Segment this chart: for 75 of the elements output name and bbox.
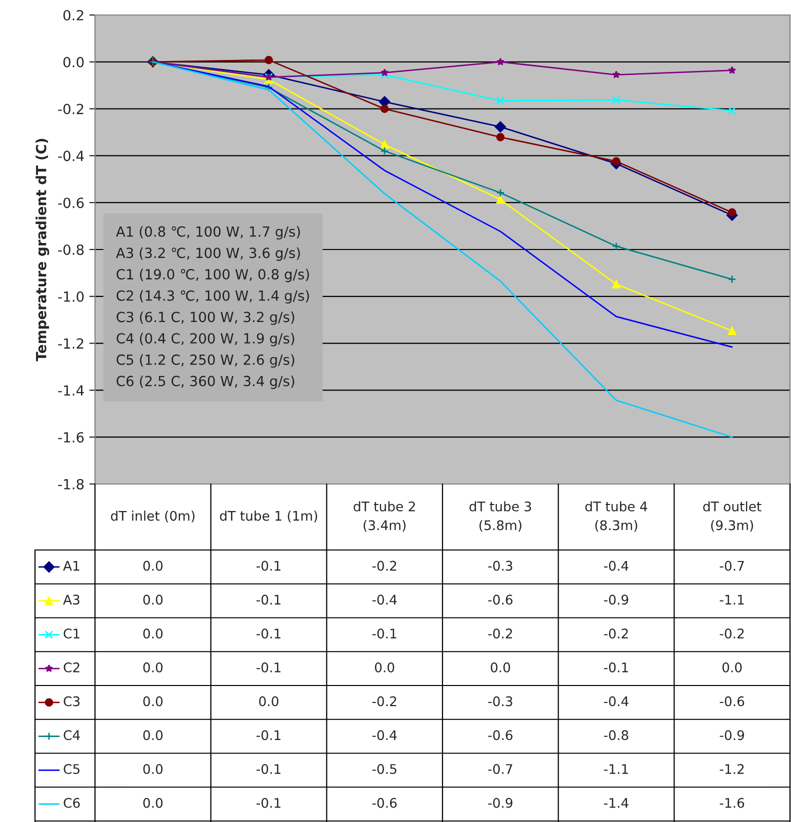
y-tick-label: -1.0: [58, 291, 84, 302]
y-tick-label: -1.6: [58, 432, 84, 443]
y-tick-label: -1.4: [58, 385, 84, 396]
legend-label: C5: [64, 764, 80, 774]
data-label: 0.0: [259, 696, 278, 706]
data-label: -0.1: [256, 560, 280, 571]
y-tick-label: 0.2: [63, 10, 84, 20]
data-label: -0.6: [488, 730, 512, 740]
data-label: -0.1: [256, 628, 280, 639]
data-label: -0.7: [488, 764, 512, 774]
data-label: -0.4: [372, 594, 397, 605]
data-label: 0.0: [143, 560, 163, 571]
data-label: -0.1: [256, 764, 280, 774]
data-label: -1.4: [604, 798, 628, 808]
data-label: -0.9: [720, 730, 744, 740]
y-axis-title: Temperature gradient dT (C): [36, 138, 50, 362]
x-tick-label: dT tube 4 (8.3m): [585, 501, 648, 532]
data-label: -0.4: [604, 560, 628, 571]
legend-label: A1: [63, 560, 80, 571]
data-label: -1.1: [604, 764, 628, 774]
data-label: 0.0: [143, 798, 163, 808]
data-label: -0.1: [372, 628, 396, 639]
annotation: A1 (0.8 ℃, 100 W, 1.7 g/s) A3 (3.2 ℃, 100 W, 3.6 g/s) C1 (19.0 ℃, 100 W, 0.8 g/s) C2 (14.3 ℃, 100 W, 1.4 g/s) C3 (6.1 C, 100 W, 3.2 g/s) C4 (0.4 C, 200 W, 1.9 g/s) C5 (1.2 C, 250 W, 2.6 g/s) C6 (2.5 C, 360 W, 3.4 g/s): [116, 226, 309, 389]
x-tick-label: dT tube 1 (1m): [220, 510, 318, 522]
y-tick-label: -0.6: [58, 198, 84, 208]
data-label: -0.2: [720, 628, 744, 639]
data-label: -0.9: [488, 798, 512, 808]
data-label: -0.1: [256, 594, 280, 605]
data-label: -1.1: [720, 594, 744, 604]
y-tick-label: -1.2: [58, 338, 84, 349]
data-label: 0.0: [722, 662, 742, 672]
x-tick-label: dT tube 2 (3.4m): [354, 501, 415, 532]
data-label: -0.1: [256, 662, 280, 672]
data-label: -0.6: [488, 594, 512, 605]
data-label: -0.4: [604, 696, 628, 706]
data-label: -0.9: [604, 594, 628, 605]
data-label: -0.6: [372, 798, 397, 808]
data-label: -0.2: [372, 696, 396, 706]
y-tick-label: -0.2: [58, 104, 84, 114]
data-label: -0.4: [372, 730, 397, 740]
data-label: -0.8: [604, 730, 628, 740]
data-label: 0.0: [143, 730, 163, 740]
legend-label: C3: [64, 696, 80, 706]
legend-label: C2: [64, 662, 80, 672]
data-label: 0.0: [143, 662, 163, 672]
legend-label: A3: [63, 594, 80, 605]
data-label: -1.6: [720, 798, 744, 808]
y-tick-label: -0.8: [58, 244, 84, 255]
data-label: -0.7: [720, 560, 744, 571]
legend-label: C1: [64, 628, 80, 639]
data-label: -0.1: [256, 730, 280, 740]
y-tick-label: -1.8: [58, 478, 84, 490]
legend-label: C6: [64, 798, 80, 808]
y-tick-label: 0.0: [63, 56, 84, 68]
data-label: 0.0: [143, 764, 163, 774]
x-tick-label: dT tube 3 (5.8m): [470, 501, 531, 532]
legend-label: C4: [64, 730, 80, 740]
data-label: -0.6: [720, 696, 744, 706]
data-label: 0.0: [143, 628, 163, 639]
data-label: -0.3: [488, 560, 512, 571]
data-label: -1.2: [720, 764, 744, 774]
data-label: -0.1: [256, 798, 280, 808]
y-tick-label: -0.4: [58, 150, 84, 162]
data-label: 0.0: [374, 662, 394, 672]
data-label: -0.3: [488, 696, 512, 706]
data-label: 0.0: [490, 662, 510, 672]
data-label: 0.0: [143, 594, 163, 605]
data-label: -0.5: [372, 764, 396, 774]
data-label: 0.0: [143, 696, 163, 706]
x-tick-label: dT outlet (9.3m): [703, 501, 762, 532]
data-label: -0.2: [372, 560, 396, 571]
data-label: -0.2: [604, 628, 628, 639]
x-tick-label: dT inlet (0m): [110, 510, 194, 522]
data-label: -0.2: [488, 628, 512, 639]
data-label: -0.1: [604, 662, 628, 672]
